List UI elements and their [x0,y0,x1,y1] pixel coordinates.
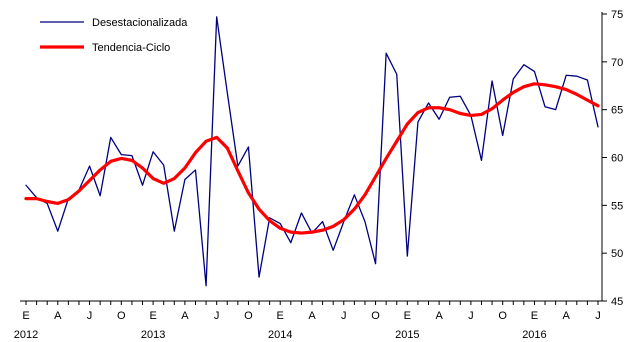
x-tick-label-month: O [244,310,253,322]
x-tick-label-year: 2013 [141,329,165,341]
x-tick-label-month: J [468,310,474,322]
series-line-tendencia-ciclo [24,82,600,235]
legend-label-desestacionalizada: Desestacionalizada [92,17,188,29]
x-tick-label-month: A [54,310,62,322]
x-tick-label-month: O [371,310,380,322]
y-tick-label: 55 [611,200,623,212]
y-tick-label: 60 [611,153,623,165]
legend-label-tendencia-ciclo: Tendencia-Ciclo [92,42,170,54]
x-tick-label-month: A [181,310,189,322]
x-tick-label-month: E [277,310,284,322]
x-tick-label-month: A [308,310,316,322]
x-tick-label-month: J [214,310,220,322]
series-line-desestacionalizada [25,16,599,287]
x-tick-label-year: 2012 [14,329,38,341]
x-tick-label-month: E [149,310,156,322]
x-tick-label-month: A [435,310,443,322]
y-tick-label: 75 [611,9,623,21]
x-tick-label-month: A [563,310,571,322]
y-tick-label: 70 [611,57,623,69]
y-tick-label: 45 [611,296,623,308]
axes-layer: 45 50 55 60 65 70 75 E A J O E A J O E A J O E A J O E A J 2012 201… [14,9,623,341]
y-tick-label: 65 [611,105,623,117]
x-tick-label-year: 2016 [522,329,546,341]
y-tick-label: 50 [611,248,623,260]
x-tick-label-month: J [87,310,93,322]
x-tick-label-month: O [498,310,507,322]
x-tick-label-month: J [341,310,347,322]
x-tick-label-month: E [22,310,29,322]
x-tick-label-year: 2015 [395,329,419,341]
x-tick-label-year: 2014 [268,329,292,341]
x-tick-label-month: J [595,310,601,322]
x-tick-label-month: E [531,310,538,322]
x-tick-label-month: O [117,310,126,322]
series-layer [24,16,600,287]
legend: Desestacionalizada Tendencia-Ciclo [40,17,188,54]
x-tick-label-month: E [404,310,411,322]
